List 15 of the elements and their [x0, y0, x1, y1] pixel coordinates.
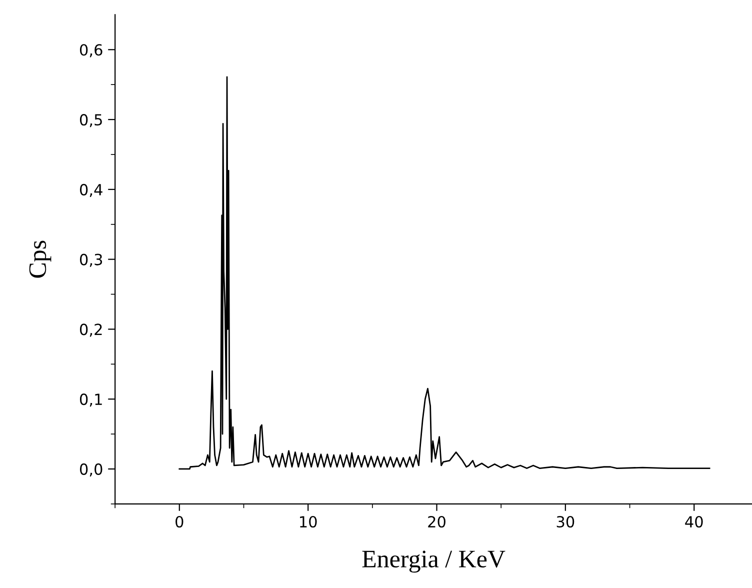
x-axis-title: Energia / KeV [362, 550, 506, 573]
y-tick-label: 0,1 [80, 394, 102, 407]
y-axis-title: Cps [29, 240, 52, 278]
x-tick-label: 40 [685, 516, 703, 528]
y-tick-label: 0,5 [80, 114, 102, 128]
line-series [178, 76, 710, 470]
y-tick-label: 0,6 [80, 44, 102, 58]
y-tick-label: 0,2 [80, 324, 102, 337]
y-tick-label: 0,4 [80, 184, 102, 197]
x-tick-label: 0 [176, 516, 184, 528]
y-tick-label: 0,0 [80, 463, 102, 477]
x-tick-label: 10 [300, 516, 317, 528]
x-tick-label: 30 [556, 516, 574, 528]
y-tick-label: 0,3 [80, 254, 102, 267]
x-tick-label: 20 [428, 516, 446, 528]
